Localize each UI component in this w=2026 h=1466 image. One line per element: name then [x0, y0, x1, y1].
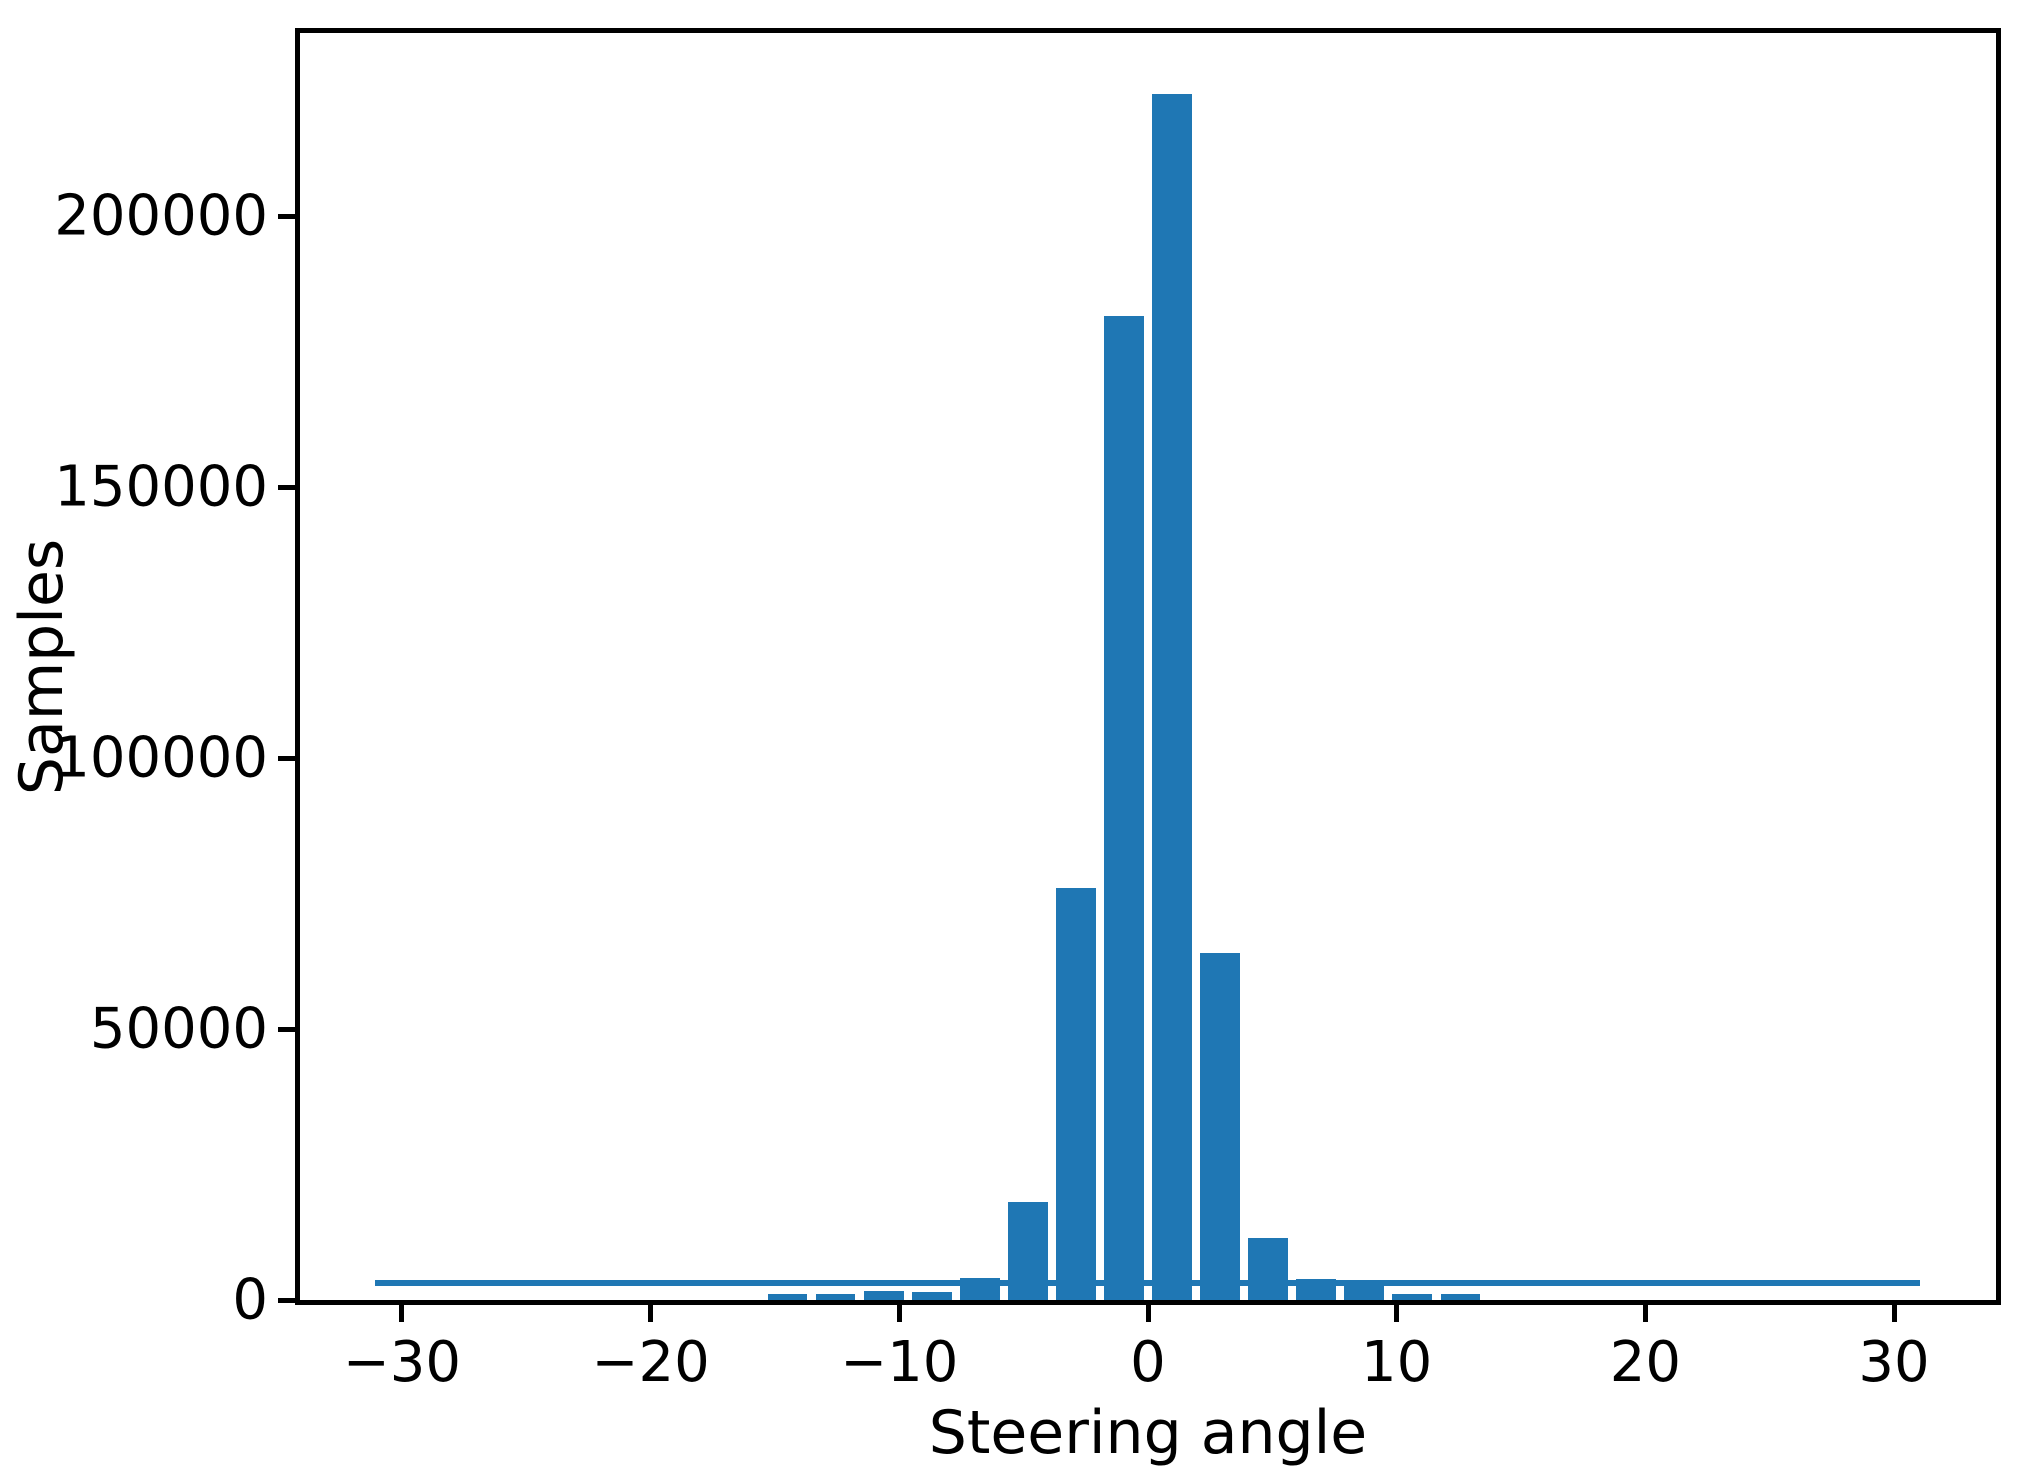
y-tick-label: 50000 — [89, 996, 268, 1062]
y-axis-label: Samples — [7, 538, 77, 795]
y-tick-mark — [278, 1297, 297, 1303]
histogram-bar — [1200, 953, 1240, 1300]
histogram-bar — [1392, 1294, 1433, 1300]
x-tick-mark — [648, 1303, 654, 1322]
x-tick-label: 10 — [1361, 1330, 1433, 1395]
x-tick-mark — [1394, 1303, 1400, 1322]
x-tick-label: 0 — [1130, 1330, 1166, 1395]
histogram-bar — [1152, 93, 1192, 1300]
histogram-bar — [767, 1294, 808, 1300]
x-axis-label: Steering angle — [928, 1398, 1368, 1466]
x-tick-mark — [1642, 1303, 1648, 1322]
histogram-bar — [911, 1291, 952, 1300]
samples-per-bin-line — [374, 1279, 1921, 1286]
histogram-bar — [1440, 1294, 1481, 1300]
histogram-bar — [863, 1290, 904, 1300]
y-tick-mark — [278, 213, 297, 219]
plot-area — [295, 28, 2001, 1305]
y-tick-label: 100000 — [54, 725, 268, 791]
x-tick-mark — [896, 1303, 902, 1322]
x-tick-label: 30 — [1858, 1330, 1930, 1395]
y-tick-mark — [278, 1026, 297, 1032]
y-tick-label: 0 — [232, 1267, 268, 1333]
x-tick-mark — [1891, 1303, 1897, 1322]
y-tick-label: 150000 — [54, 454, 268, 520]
histogram-bar — [815, 1294, 856, 1300]
x-tick-label: −10 — [840, 1330, 959, 1395]
histogram-bar — [1055, 888, 1096, 1300]
y-tick-mark — [278, 755, 297, 761]
y-tick-label: 200000 — [54, 183, 268, 249]
x-tick-label: 20 — [1609, 1330, 1681, 1395]
x-tick-mark — [1145, 1303, 1151, 1322]
y-tick-mark — [278, 484, 297, 490]
x-tick-label: −20 — [591, 1330, 710, 1395]
x-tick-label: −30 — [342, 1330, 462, 1395]
histogram-bar — [1344, 1285, 1385, 1300]
x-tick-mark — [399, 1303, 405, 1322]
histogram-bar — [1103, 316, 1144, 1300]
histogram-bar — [1248, 1237, 1288, 1300]
